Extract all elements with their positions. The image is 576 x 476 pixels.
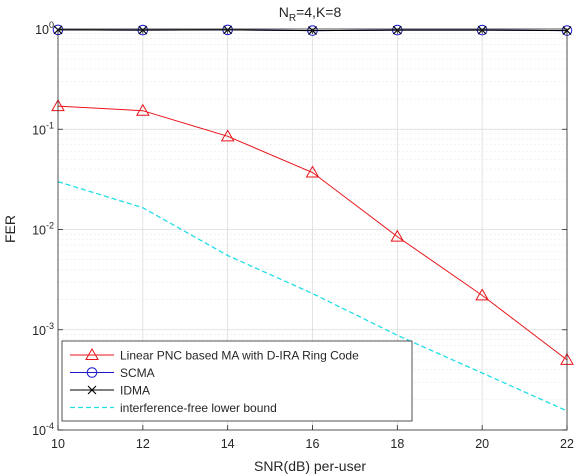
axes: [57, 28, 568, 431]
x-tick-label: 18: [390, 437, 404, 451]
y-axis-label: FER: [2, 215, 18, 243]
y-tick-label: 10-1: [32, 120, 54, 137]
series-0-point: [305, 165, 320, 178]
x-axis-label: SNR(dB) per-user: [254, 458, 366, 474]
legend-label: SCMA: [120, 366, 155, 380]
grid: [58, 29, 567, 430]
y-tick-label: 10-4: [32, 421, 54, 438]
legend: Linear PNC based MA with D-IRA Ring Code…: [61, 340, 413, 422]
y-tick-label: 10-3: [32, 321, 54, 338]
x-tick-label: 20: [475, 437, 489, 451]
legend-swatch-marker: [87, 385, 97, 395]
legend-swatch-marker: [86, 367, 98, 378]
tick-labels: 10 12 14 16 18 20 22 10-4 10-3 10-2 10-1 100: [32, 20, 574, 451]
legend-swatch-marker: [85, 347, 99, 360]
x-tick-label: 12: [136, 437, 150, 451]
legend-label: IDMA: [120, 384, 150, 398]
x-tick-label: 10: [51, 437, 65, 451]
x-tick-label: 14: [221, 437, 235, 451]
y-tick-label: 100: [35, 20, 54, 37]
series-3-line: [57, 181, 568, 412]
series-0-point: [220, 129, 235, 142]
series-0-point: [135, 103, 150, 116]
y-tick-label: 10-2: [32, 221, 54, 238]
x-tick-label: 22: [560, 437, 574, 451]
series-0-point: [390, 229, 405, 242]
x-tick-label: 16: [306, 437, 320, 451]
chart-title: NR=4,K=8: [279, 4, 342, 24]
legend-label: Linear PNC based MA with D-IRA Ring Code: [120, 349, 359, 363]
legend-box: [61, 340, 413, 422]
legend-label: interference-free lower bound: [120, 401, 277, 415]
series-0-line: [57, 105, 568, 361]
series-0-point: [475, 288, 490, 301]
